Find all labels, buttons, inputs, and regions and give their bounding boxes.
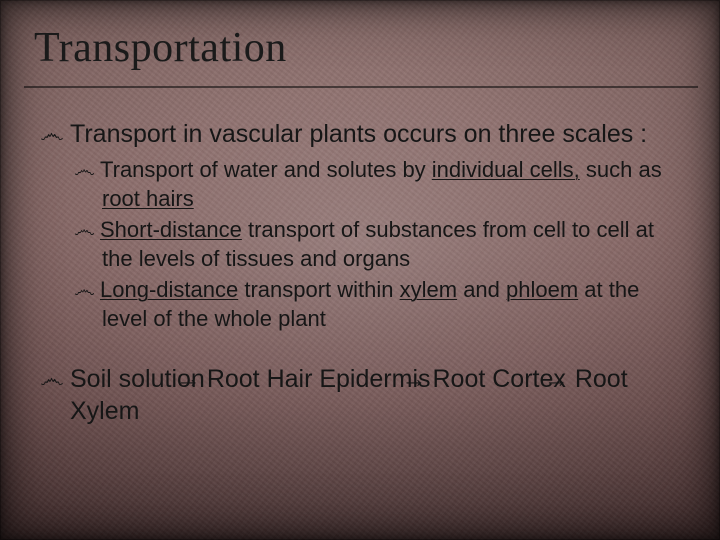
slide-title: Transportation xyxy=(34,24,287,72)
subbullet-group: ෴Transport of water and solutes by indiv… xyxy=(74,156,680,334)
bullet-level2: ෴Short-distance transport of substances … xyxy=(74,216,680,273)
spacer xyxy=(40,337,680,363)
underlined-text: xylem xyxy=(400,277,457,302)
bullet-level1: ෴Transport in vascular plants occurs on … xyxy=(40,118,680,150)
underlined-text: root hairs xyxy=(102,186,194,211)
bullet-icon: ෴ xyxy=(74,156,100,185)
bullet-level2: ෴Long-distance transport within xylem an… xyxy=(74,276,680,333)
bullet-text: Transport of water and solutes by xyxy=(100,157,432,182)
bullet-text: and xyxy=(457,277,506,302)
bullet-icon: ෴ xyxy=(74,216,100,245)
underlined-text: Long-distance xyxy=(100,277,238,302)
slide-body: ෴Transport in vascular plants occurs on … xyxy=(40,118,680,433)
bullet-text: such as xyxy=(580,157,662,182)
bullet-text: Transport in vascular plants occurs on t… xyxy=(70,120,647,148)
bullet-level2: ෴Transport of water and solutes by indiv… xyxy=(74,156,680,213)
slide-background: Transportation ෴Transport in vascular pl… xyxy=(0,0,720,540)
bullet-icon: ෴ xyxy=(40,363,70,395)
underlined-text: individual cells, xyxy=(432,157,580,182)
underlined-text: Short-distance xyxy=(100,217,242,242)
bullet-text: Root Hair Epidermis xyxy=(207,365,431,393)
title-underline xyxy=(24,86,698,88)
underlined-text: phloem xyxy=(506,277,578,302)
bullet-text: transport within xyxy=(238,277,399,302)
bullet-icon: ෴ xyxy=(74,276,100,305)
bullet-level1: ෴Soil solution→Root Hair Epidermis→Root … xyxy=(40,363,680,427)
bullet-icon: ෴ xyxy=(40,118,70,150)
